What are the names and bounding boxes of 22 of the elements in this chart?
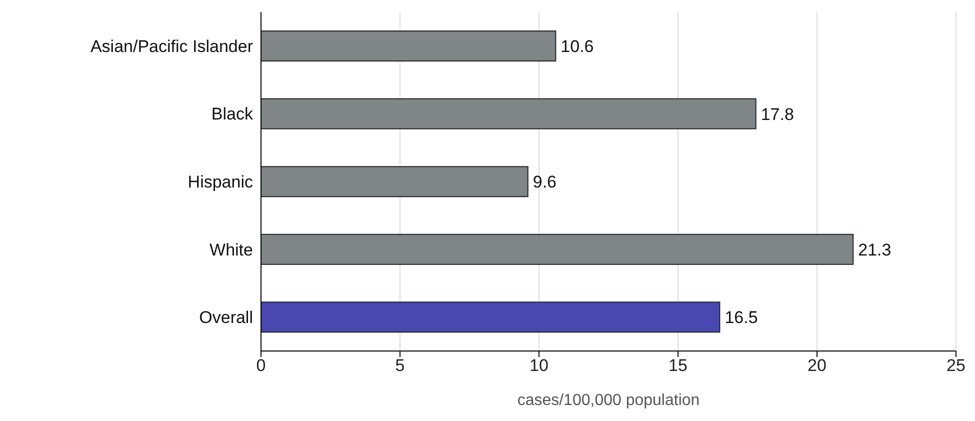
x-tick-label: 25 [946, 356, 966, 376]
x-tick-label: 20 [808, 356, 826, 376]
data-label: 16.5 [724, 308, 758, 328]
bar [261, 234, 854, 265]
x-tick-label: 5 [395, 356, 405, 376]
bar [261, 30, 556, 62]
x-tick-label: 10 [530, 356, 548, 376]
data-label: 10.6 [560, 37, 594, 56]
y-tick-label: Overall [199, 308, 253, 328]
bar [261, 98, 756, 130]
y-tick-label: Black [211, 104, 254, 124]
data-label: 9.6 [532, 172, 557, 192]
x-tick-label: 15 [668, 356, 688, 376]
x-tick-label: 0 [256, 356, 266, 376]
y-tick-label: Asian/Pacific Islander [90, 36, 254, 56]
y-tick-label: White [210, 240, 253, 260]
data-label: 21.3 [858, 240, 892, 260]
data-label: 17.8 [760, 104, 794, 124]
bar [261, 302, 720, 333]
x-axis-title: cases/100,000 population [517, 392, 700, 409]
bar [261, 166, 528, 198]
y-tick-label: Hispanic [188, 172, 254, 192]
